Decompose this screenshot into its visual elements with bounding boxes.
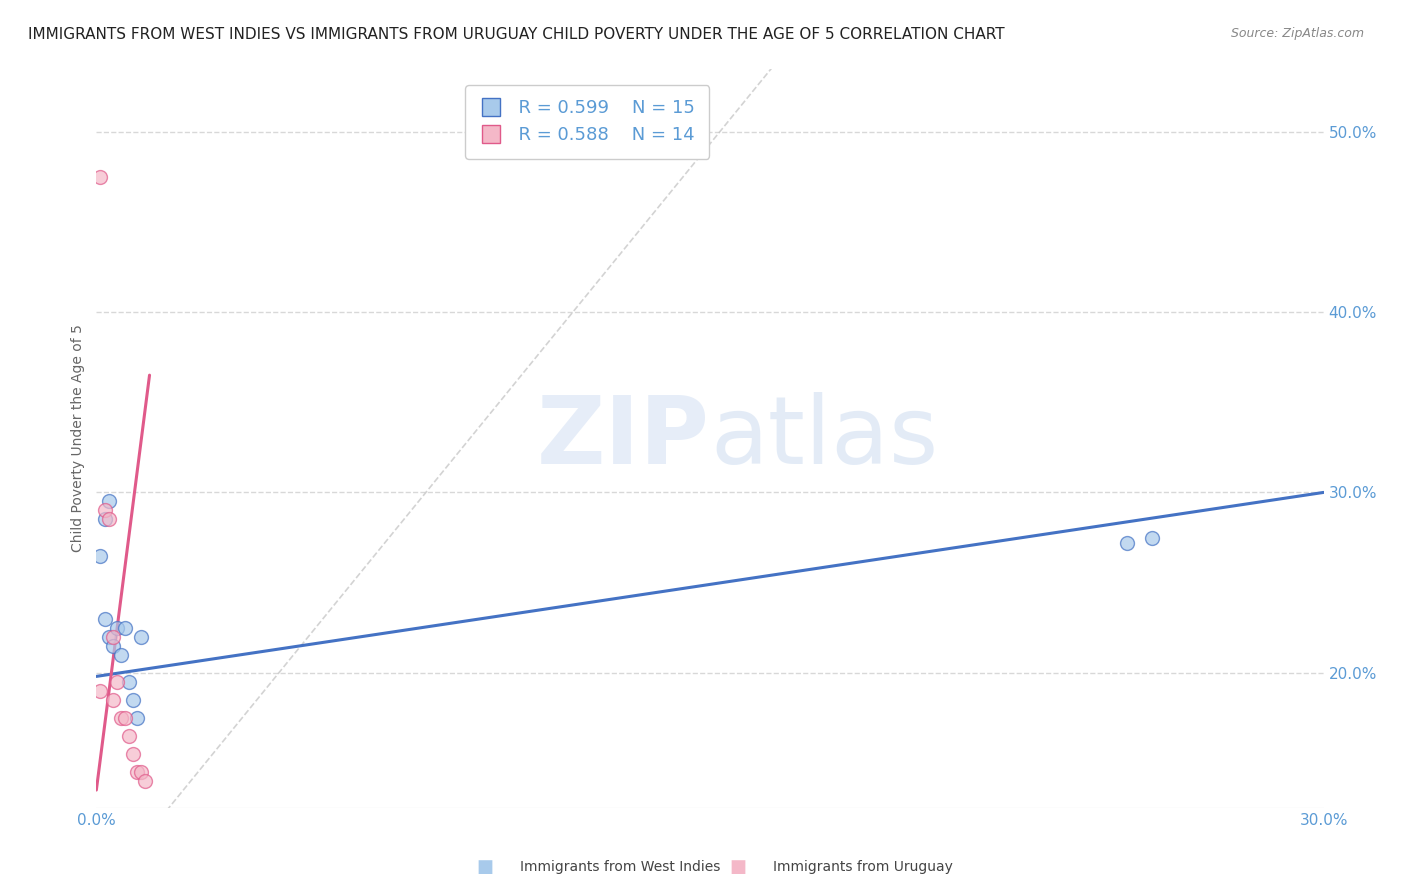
Text: Immigrants from Uruguay: Immigrants from Uruguay [773,860,953,874]
Point [1116,536,1139,550]
Point [114,711,136,725]
Point [114,621,136,635]
Text: ZIP: ZIP [537,392,710,484]
Point [105,674,128,689]
Point [118,674,141,689]
Point [97,630,120,644]
Point [110,648,132,662]
Point [118,729,141,743]
Point [97,494,120,508]
Point [89,549,111,563]
Text: ■: ■ [730,858,747,876]
Point [89,683,111,698]
Point [131,764,153,779]
Point [105,621,128,635]
Y-axis label: Child Poverty Under the Age of 5: Child Poverty Under the Age of 5 [72,325,86,552]
Point [93,512,115,526]
Legend:   R = 0.599    N = 15,   R = 0.588    N = 14: R = 0.599 N = 15, R = 0.588 N = 14 [465,85,709,159]
Text: IMMIGRANTS FROM WEST INDIES VS IMMIGRANTS FROM URUGUAY CHILD POVERTY UNDER THE A: IMMIGRANTS FROM WEST INDIES VS IMMIGRANT… [28,27,1005,42]
Point [101,693,124,707]
Point [101,630,124,644]
Point [110,711,132,725]
Point [97,512,120,526]
Point [134,774,156,789]
Point [89,169,111,184]
Point [101,639,124,653]
Point [93,503,115,517]
Text: Source: ZipAtlas.com: Source: ZipAtlas.com [1230,27,1364,40]
Point [1140,531,1163,545]
Point [127,764,149,779]
Text: Immigrants from West Indies: Immigrants from West Indies [520,860,721,874]
Point [122,693,145,707]
Point [127,711,149,725]
Point [131,630,153,644]
Point [93,612,115,626]
Text: ■: ■ [477,858,494,876]
Text: atlas: atlas [710,392,938,484]
Point [122,747,145,761]
